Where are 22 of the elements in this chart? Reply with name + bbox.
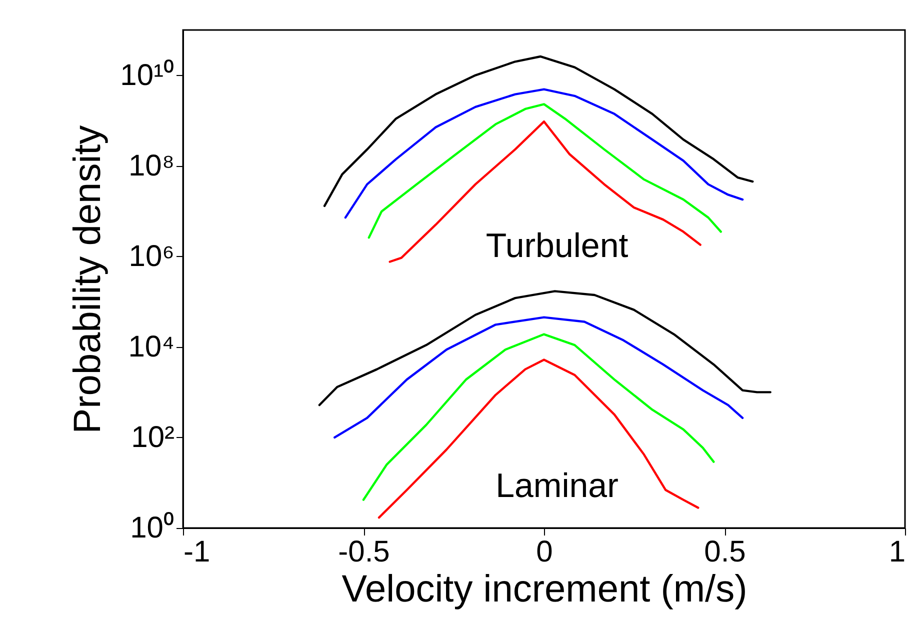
- x-tick-label: -1: [184, 536, 210, 568]
- y-tick-label: 10⁶: [128, 240, 174, 273]
- x-tick-label: 0.5: [704, 536, 746, 568]
- line-series: [344, 88, 744, 219]
- x-tick-label: 0: [536, 536, 553, 568]
- x-tick-label: 1: [888, 536, 906, 568]
- annotation: Laminar: [496, 467, 618, 505]
- line-series: [323, 55, 754, 208]
- line-series: [334, 316, 744, 439]
- line-series: [362, 333, 715, 501]
- y-tick-label: 10⁰: [130, 512, 174, 544]
- x-axis-title: Velocity increment (m/s): [342, 568, 748, 610]
- line-series: [378, 358, 700, 519]
- annotation: Turbulent: [486, 227, 629, 265]
- y-tick-label: 10¹⁰: [120, 58, 174, 92]
- x-tick-label: -0.5: [338, 536, 390, 568]
- y-axis-title: Probability density: [67, 125, 110, 434]
- line-series: [318, 290, 772, 406]
- y-tick-label: 10⁸: [128, 149, 174, 182]
- line-series: [388, 120, 702, 263]
- y-tick-label: 10⁴: [128, 330, 174, 364]
- y-tick-label: 10²: [131, 420, 175, 454]
